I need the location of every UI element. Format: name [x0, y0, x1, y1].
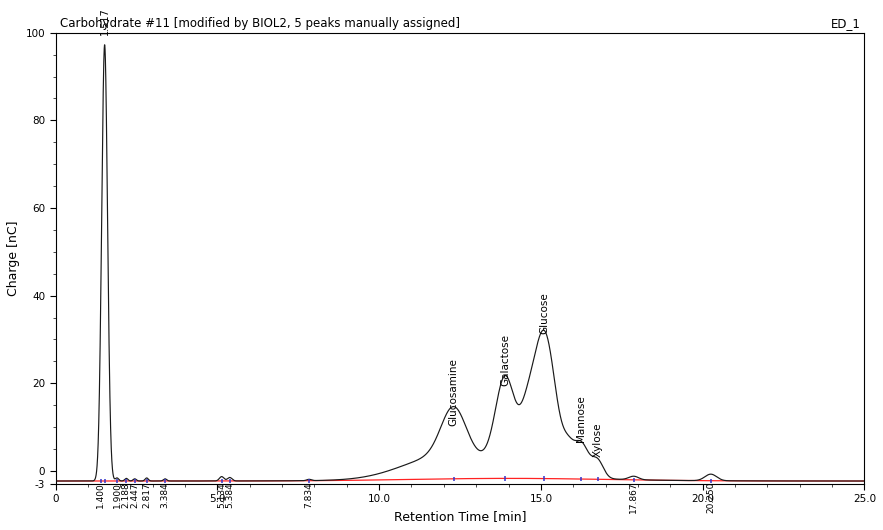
Text: Galactose: Galactose	[501, 334, 510, 386]
Text: 1.900: 1.900	[112, 482, 122, 508]
Text: Xylose: Xylose	[592, 423, 602, 457]
Text: 7.834: 7.834	[305, 482, 313, 508]
Text: Glucosamine: Glucosamine	[449, 358, 458, 426]
Y-axis label: Charge [nC]: Charge [nC]	[7, 220, 20, 296]
Text: 5.134: 5.134	[217, 482, 226, 508]
Text: Mannose: Mannose	[577, 395, 586, 442]
Text: Carbohydrate #11 [modified by BIOL2, 5 peaks manually assigned]: Carbohydrate #11 [modified by BIOL2, 5 p…	[59, 17, 459, 30]
Text: Glucose: Glucose	[540, 292, 549, 334]
Text: 17.867: 17.867	[630, 481, 638, 513]
Text: 5.384: 5.384	[225, 482, 234, 508]
Text: 2.188: 2.188	[122, 482, 131, 508]
Text: 2.447: 2.447	[130, 482, 140, 508]
Text: 1.400: 1.400	[96, 482, 105, 508]
Text: 3.384: 3.384	[161, 482, 170, 508]
Text: 20.250: 20.250	[706, 482, 715, 514]
Text: 2.817: 2.817	[142, 482, 151, 508]
Text: 1.517: 1.517	[100, 7, 109, 35]
Text: ED_1: ED_1	[831, 17, 860, 30]
X-axis label: Retention Time [min]: Retention Time [min]	[394, 510, 526, 523]
